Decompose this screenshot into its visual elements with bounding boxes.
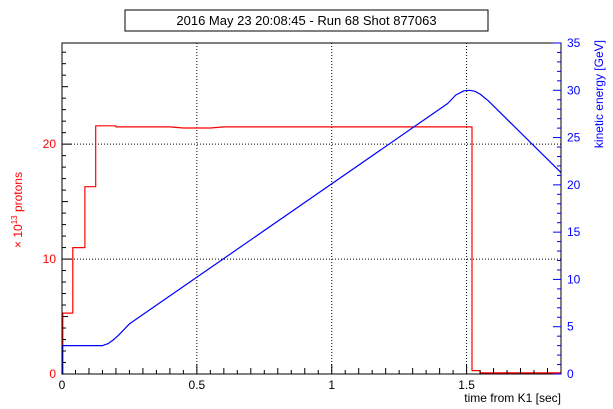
y-right-tick-label-6: 30 — [567, 83, 581, 97]
y-right-tick-label-1: 5 — [567, 320, 574, 334]
plot-frame — [61, 42, 562, 375]
y-right-tick-label-4: 20 — [567, 178, 581, 192]
y-left-title-exponent: 13 — [10, 215, 19, 224]
y-right-tick-label-3: 15 — [567, 225, 581, 239]
y-left-tick-label-2: 20 — [43, 137, 57, 151]
y-left-title-suffix: protons — [11, 172, 25, 215]
series-line-right-1 — [61, 89, 562, 375]
y-right-title-text: kinetic energy [GeV] — [592, 40, 606, 148]
x-axis-title: time from K1 [sec] — [464, 391, 561, 405]
y-right-title: kinetic energy [GeV] — [592, 40, 606, 148]
y-right-tick-label-7: 35 — [567, 36, 581, 50]
svg-text:× 1013 protons: × 1013 protons — [10, 172, 25, 248]
y-right-tick-label-0: 0 — [567, 367, 574, 381]
series-line-left-0 — [62, 125, 561, 375]
x-tick-label-3: 1.5 — [458, 378, 475, 392]
y-left-tick-label-0: 0 — [49, 367, 56, 381]
x-tick-label-2: 1 — [328, 378, 335, 392]
chart-title: 2016 May 23 20:08:45 - Run 68 Shot 87706… — [176, 13, 436, 28]
y-left-tick-label-1: 10 — [43, 252, 57, 266]
y-left-title: × 1013 protons — [10, 172, 25, 248]
y-right-tick-label-2: 10 — [567, 272, 581, 286]
title-box: 2016 May 23 20:08:45 - Run 68 Shot 87706… — [124, 9, 489, 32]
x-tick-label-1: 0.5 — [189, 378, 206, 392]
x-tick-label-0: 0 — [59, 378, 66, 392]
axes: 0 0.5 1 1.5 0 10 20 0 5 10 15 20 25 30 35 — [43, 36, 581, 392]
y-right-tick-label-5: 25 — [567, 131, 581, 145]
series-layer — [61, 89, 562, 375]
y-left-title-prefix: × 10 — [11, 224, 25, 248]
grid — [62, 43, 561, 374]
